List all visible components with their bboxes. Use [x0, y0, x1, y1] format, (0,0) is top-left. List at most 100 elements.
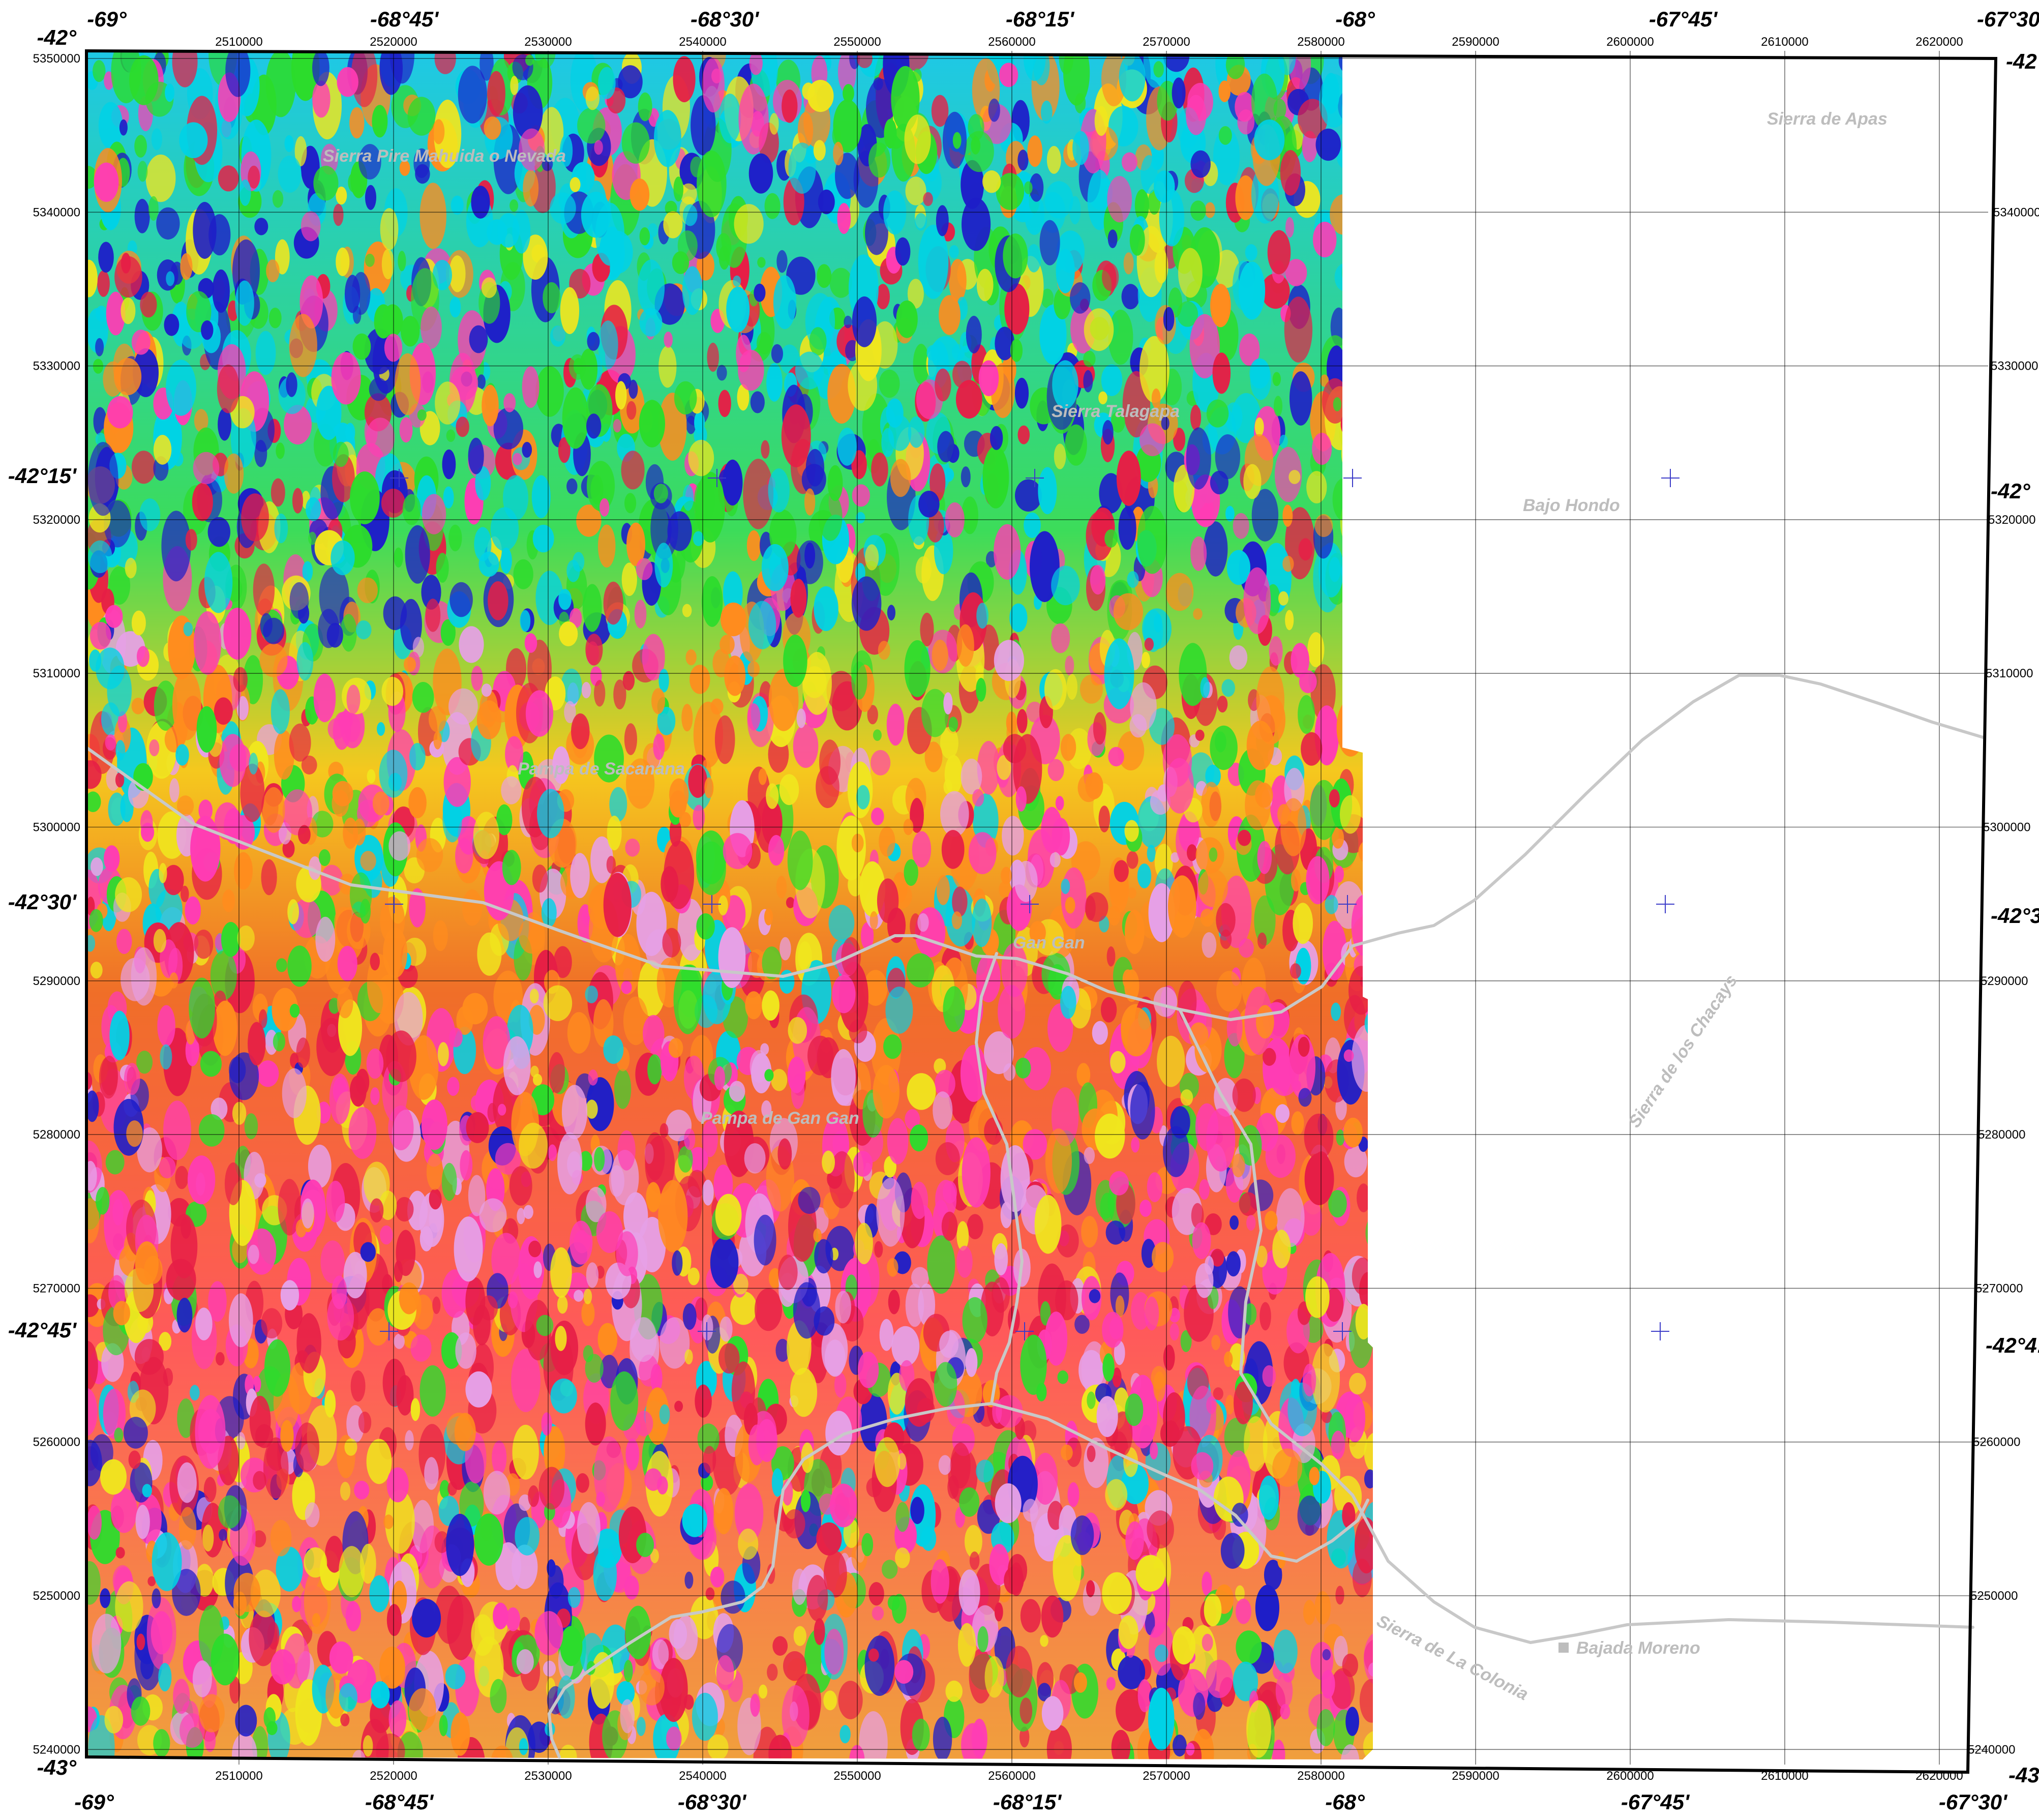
anomaly-blob: [1121, 284, 1140, 310]
anomaly-blob: [851, 661, 867, 700]
anomaly-blob: [502, 850, 521, 885]
anomaly-blob: [701, 1474, 713, 1491]
anomaly-blob: [151, 128, 162, 151]
anomaly-blob: [346, 684, 361, 714]
anomaly-blob: [1288, 470, 1301, 484]
anomaly-blob: [109, 1010, 130, 1060]
anomaly-blob: [1352, 81, 1373, 129]
anomaly-blob: [1346, 580, 1373, 633]
anomaly-blob: [1095, 1113, 1125, 1159]
anomaly-blob: [1341, 560, 1357, 582]
anomaly-blob: [189, 977, 215, 1039]
anomaly-blob: [139, 498, 161, 531]
anomaly-blob: [1015, 786, 1027, 812]
anomaly-blob: [961, 758, 982, 795]
anomaly-blob: [863, 970, 888, 1006]
anomaly-blob: [332, 781, 353, 807]
anomaly-blob: [1262, 1365, 1276, 1387]
anomaly-blob: [516, 1649, 534, 1675]
anomaly-blob: [1102, 1311, 1124, 1348]
anomaly-blob: [1245, 780, 1271, 830]
anomaly-blob: [192, 483, 213, 521]
easting-label: 2550000: [833, 1769, 881, 1783]
anomaly-blob: [969, 1551, 980, 1570]
anomaly-blob: [905, 176, 926, 205]
anomaly-blob: [636, 1717, 646, 1736]
anomaly-blob: [822, 1150, 835, 1174]
anomaly-blob: [936, 875, 950, 905]
anomaly-blob: [796, 540, 823, 584]
anomaly-blob: [1015, 1057, 1031, 1079]
anomaly-blob: [86, 1505, 102, 1540]
anomaly-blob: [793, 1626, 806, 1646]
anomaly-blob: [1129, 224, 1145, 256]
anomaly-blob: [210, 950, 237, 1000]
anomaly-blob: [1144, 638, 1154, 651]
anomaly-blob: [1087, 1391, 1096, 1409]
anomaly-blob: [1140, 1200, 1152, 1217]
anomaly-blob: [1044, 669, 1067, 710]
anomaly-blob: [793, 1282, 821, 1339]
anomaly-blob: [1229, 645, 1248, 670]
anomaly-blob: [994, 1243, 1008, 1276]
anomaly-blob: [1243, 464, 1262, 499]
anomaly-blob: [1107, 229, 1118, 248]
anomaly-blob: [266, 259, 280, 283]
anomaly-blob: [286, 372, 297, 397]
anomaly-blob: [509, 199, 519, 212]
anomaly-blob: [1110, 1051, 1126, 1073]
anomaly-blob: [773, 275, 797, 330]
anomaly-blob: [298, 825, 311, 844]
anomaly-blob: [1312, 433, 1332, 465]
anomaly-blob: [828, 905, 855, 941]
anomaly-blob: [524, 633, 537, 653]
geo-cross-icon: [1343, 469, 1362, 487]
anomaly-blob: [621, 451, 645, 490]
anomaly-blob: [1301, 732, 1323, 766]
anomaly-blob: [579, 348, 598, 390]
anomaly-blob: [878, 641, 890, 660]
anomaly-blob: [360, 851, 376, 871]
anomaly-blob: [837, 427, 857, 466]
anomaly-blob: [956, 624, 974, 667]
anomaly-blob: [891, 1594, 907, 1624]
anomaly-blob: [1051, 565, 1080, 606]
anomaly-blob: [1020, 1697, 1033, 1724]
anomaly-blob: [455, 838, 473, 874]
anomaly-blob: [1200, 677, 1210, 698]
anomaly-blob: [714, 1066, 726, 1090]
anomaly-blob: [1191, 1452, 1214, 1480]
anomaly-blob: [337, 987, 353, 1019]
anomaly-blob: [233, 1573, 261, 1612]
anomaly-blob: [1334, 263, 1355, 291]
anomaly-blob: [573, 552, 585, 572]
anomaly-blob: [715, 1194, 742, 1236]
anomaly-blob: [1081, 1216, 1098, 1248]
anomaly-blob: [1002, 816, 1024, 856]
anomaly-blob: [1366, 785, 1373, 814]
anomaly-blob: [262, 787, 285, 833]
anomaly-blob: [369, 1575, 389, 1613]
anomaly-blob: [790, 1367, 818, 1417]
anomaly-blob: [1173, 428, 1186, 452]
anomaly-blob: [274, 513, 288, 544]
anomaly-blob: [219, 734, 247, 787]
easting-label: 2610000: [1761, 35, 1808, 49]
anomaly-blob: [1358, 687, 1373, 729]
anomaly-blob: [686, 415, 696, 434]
anomaly-blob: [696, 841, 726, 896]
anomaly-blob: [585, 86, 600, 110]
anomaly-blob: [1338, 51, 1355, 73]
anomaly-blob: [1126, 851, 1138, 869]
anomaly-blob: [750, 1693, 760, 1717]
northing-label: 5240000: [1968, 1743, 2015, 1756]
anomaly-blob: [512, 1424, 539, 1480]
anomaly-blob: [134, 1339, 164, 1375]
anomaly-blob: [525, 690, 554, 737]
anomaly-blob: [412, 682, 434, 713]
easting-label: 2550000: [833, 35, 881, 49]
anomaly-blob: [747, 661, 760, 677]
anomaly-blob: [957, 1623, 976, 1667]
anomaly-blob: [324, 1390, 336, 1418]
anomaly-blob: [767, 1663, 778, 1681]
